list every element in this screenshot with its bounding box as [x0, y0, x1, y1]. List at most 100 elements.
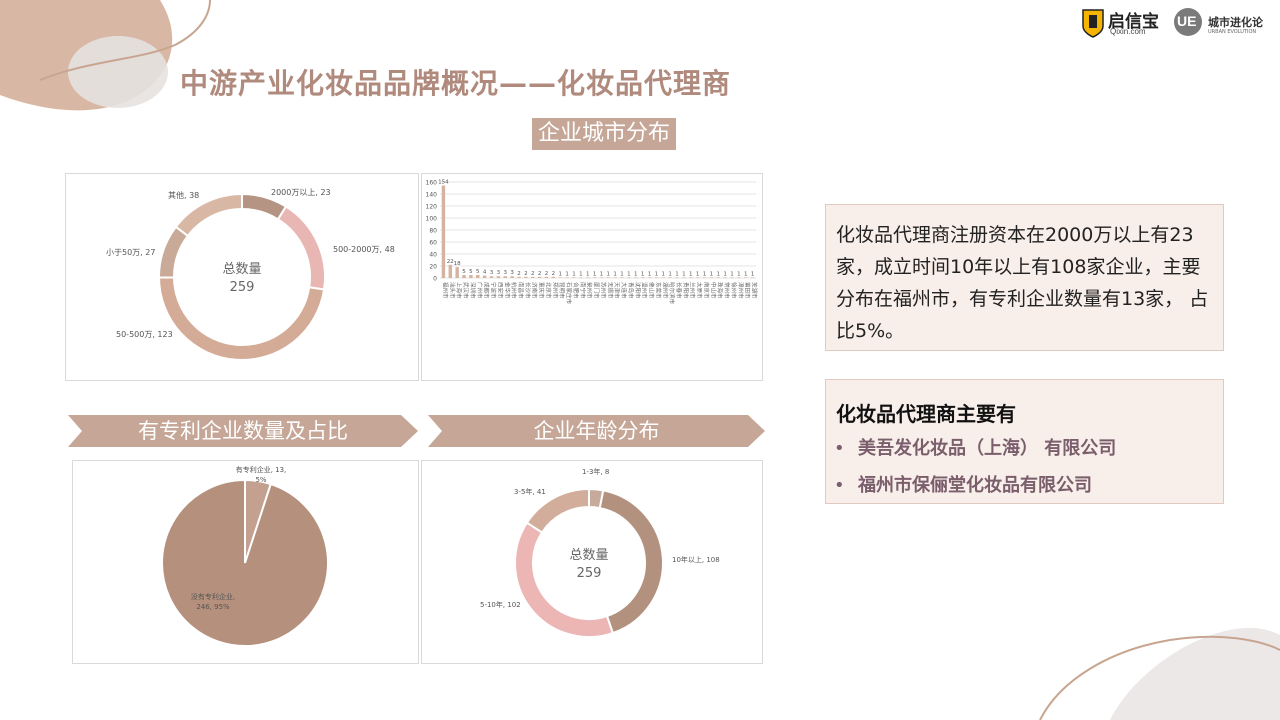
age-donut-chart: 1-3年, 8 10年以上, 108 5-10年, 102 3-5年, 41 总数量 25… — [480, 467, 720, 638]
agent-item: • 福州市保俪堂化妆品有限公司 — [834, 471, 1092, 497]
bar-value-label: 5 — [462, 269, 466, 275]
x-tick-label: 福州市 — [441, 282, 449, 299]
bar-value-label: 1 — [613, 271, 617, 277]
x-tick-label: 漳州市 — [737, 282, 745, 299]
bar-value-label: 3 — [490, 270, 494, 276]
qixin-logo — [1082, 9, 1104, 38]
pie-slice — [161, 478, 329, 647]
donut-center-label: 总数量 — [222, 262, 261, 277]
patent-pie-chart: 有专利企业, 13, 5% 没有专利企业, 246, 95% — [161, 465, 329, 647]
bar — [592, 277, 597, 278]
bar — [613, 277, 617, 278]
bar — [682, 277, 686, 278]
y-tick-label: 0 — [433, 276, 437, 283]
x-tick-label: 青岛市 — [627, 282, 635, 299]
pie-slice — [276, 205, 326, 291]
bar — [579, 277, 583, 278]
bar-value-label: 1 — [744, 271, 748, 277]
bar-value-label: 1 — [662, 271, 666, 277]
bar-value-label: 1 — [593, 271, 597, 277]
bar-value-label: 1 — [579, 271, 583, 277]
patent-pie-panel: 有专利企业, 13, 5% 没有专利企业, 246, 95% — [72, 460, 419, 664]
x-tick-label: 厦门市 — [593, 282, 601, 299]
bar-value-label: 22 — [447, 259, 454, 265]
bar-value-label: 1 — [689, 271, 693, 277]
x-tick-label: 常州市 — [723, 282, 731, 299]
x-tick-label: 沈阳市 — [634, 282, 642, 299]
bar-value-label: 5 — [476, 269, 480, 275]
x-tick-label: 贵阳市 — [682, 282, 690, 299]
bullet-icon: • — [834, 438, 845, 459]
x-tick-label: 莆田市 — [744, 282, 752, 299]
slice-label: 小于50万, 27 — [106, 248, 155, 257]
ue-name: 城市进化论 — [1208, 16, 1263, 29]
x-tick-label: 重庆市 — [538, 282, 546, 299]
bar-value-label: 1 — [696, 271, 700, 277]
top-left-grey-circle — [68, 36, 168, 108]
age-banner-label: 企业年龄分布 — [533, 419, 660, 443]
bar — [503, 276, 507, 278]
bar-value-label: 1 — [634, 271, 638, 277]
x-tick-label: 西安市 — [496, 282, 504, 299]
bar — [572, 277, 576, 278]
bar-value-label: 1 — [655, 271, 659, 277]
bar-value-label: 4 — [483, 270, 487, 276]
x-tick-label: 中山市 — [709, 282, 717, 299]
summary-text: 化妆品代理商注册资本在2000万以上有23家，成立时间10年以上有108家企业，… — [836, 224, 1209, 342]
bar — [537, 276, 542, 278]
x-tick-label: 长春市 — [675, 282, 683, 299]
x-tick-label: 大连市 — [620, 282, 628, 299]
bar — [510, 276, 514, 278]
bar — [462, 275, 466, 278]
bar — [606, 277, 611, 278]
bar — [558, 277, 562, 278]
bar — [448, 264, 453, 278]
patent-banner-label: 有专利企业数量及占比 — [138, 419, 348, 443]
bar — [489, 276, 494, 278]
top-left-curve — [39, 0, 211, 81]
slice-label: 5% — [255, 476, 266, 484]
bar-value-label: 2 — [545, 271, 549, 277]
x-tick-label: 广州市 — [476, 282, 484, 299]
x-tick-label: 太原市 — [696, 282, 704, 299]
pie-slice — [158, 225, 190, 279]
bar — [743, 277, 748, 278]
x-tick-label: 芜湖市 — [751, 282, 759, 299]
bar-value-label: 5 — [469, 269, 473, 275]
bar — [585, 277, 590, 278]
y-tick-label: 160 — [426, 180, 438, 187]
slice-label: 1-3年, 8 — [582, 467, 609, 476]
bar — [441, 185, 446, 278]
bar — [565, 277, 569, 278]
bar — [620, 277, 624, 278]
bar — [599, 277, 604, 278]
x-tick-label: 珠海市 — [716, 282, 724, 299]
x-tick-label: 苏州市 — [599, 282, 607, 299]
bar — [716, 277, 720, 278]
y-tick-label: 20 — [429, 264, 437, 271]
x-tick-label: 湖州市 — [661, 282, 669, 299]
x-tick-label: 泉州市 — [586, 282, 594, 299]
age-donut-panel: 1-3年, 8 10年以上, 108 5-10年, 102 3-5年, 41 总数量 25… — [421, 460, 763, 664]
pie-slice — [598, 489, 664, 635]
x-tick-label: 合肥市 — [572, 282, 580, 299]
slice-label: 没有专利企业, — [191, 592, 235, 601]
bar — [702, 277, 707, 278]
bar-value-label: 3 — [510, 270, 514, 276]
x-tick-label: 昆明市 — [558, 282, 566, 299]
qixin-name: 启信宝 — [1108, 12, 1159, 31]
bar — [668, 277, 672, 278]
slice-label: 其他, 38 — [168, 190, 199, 200]
slice-label: 246, 95% — [196, 603, 230, 611]
x-tick-label: 武汉市 — [462, 282, 470, 299]
y-tick-label: 100 — [426, 216, 438, 223]
patent-banner-shape — [68, 415, 418, 447]
bar — [634, 277, 638, 278]
agent-item: • 美吾发化妆品（上海） 有限公司 — [834, 434, 1116, 460]
slice-label: 5-10年, 102 — [480, 600, 521, 609]
slice-label: 2000万以上, 23 — [271, 188, 331, 197]
bar-value-label: 2 — [552, 271, 556, 277]
slice-label: 有专利企业, 13, — [236, 465, 287, 474]
summary-box: 化妆品代理商注册资本在2000万以上有23家，成立时间10年以上有108家企业，… — [825, 204, 1224, 351]
